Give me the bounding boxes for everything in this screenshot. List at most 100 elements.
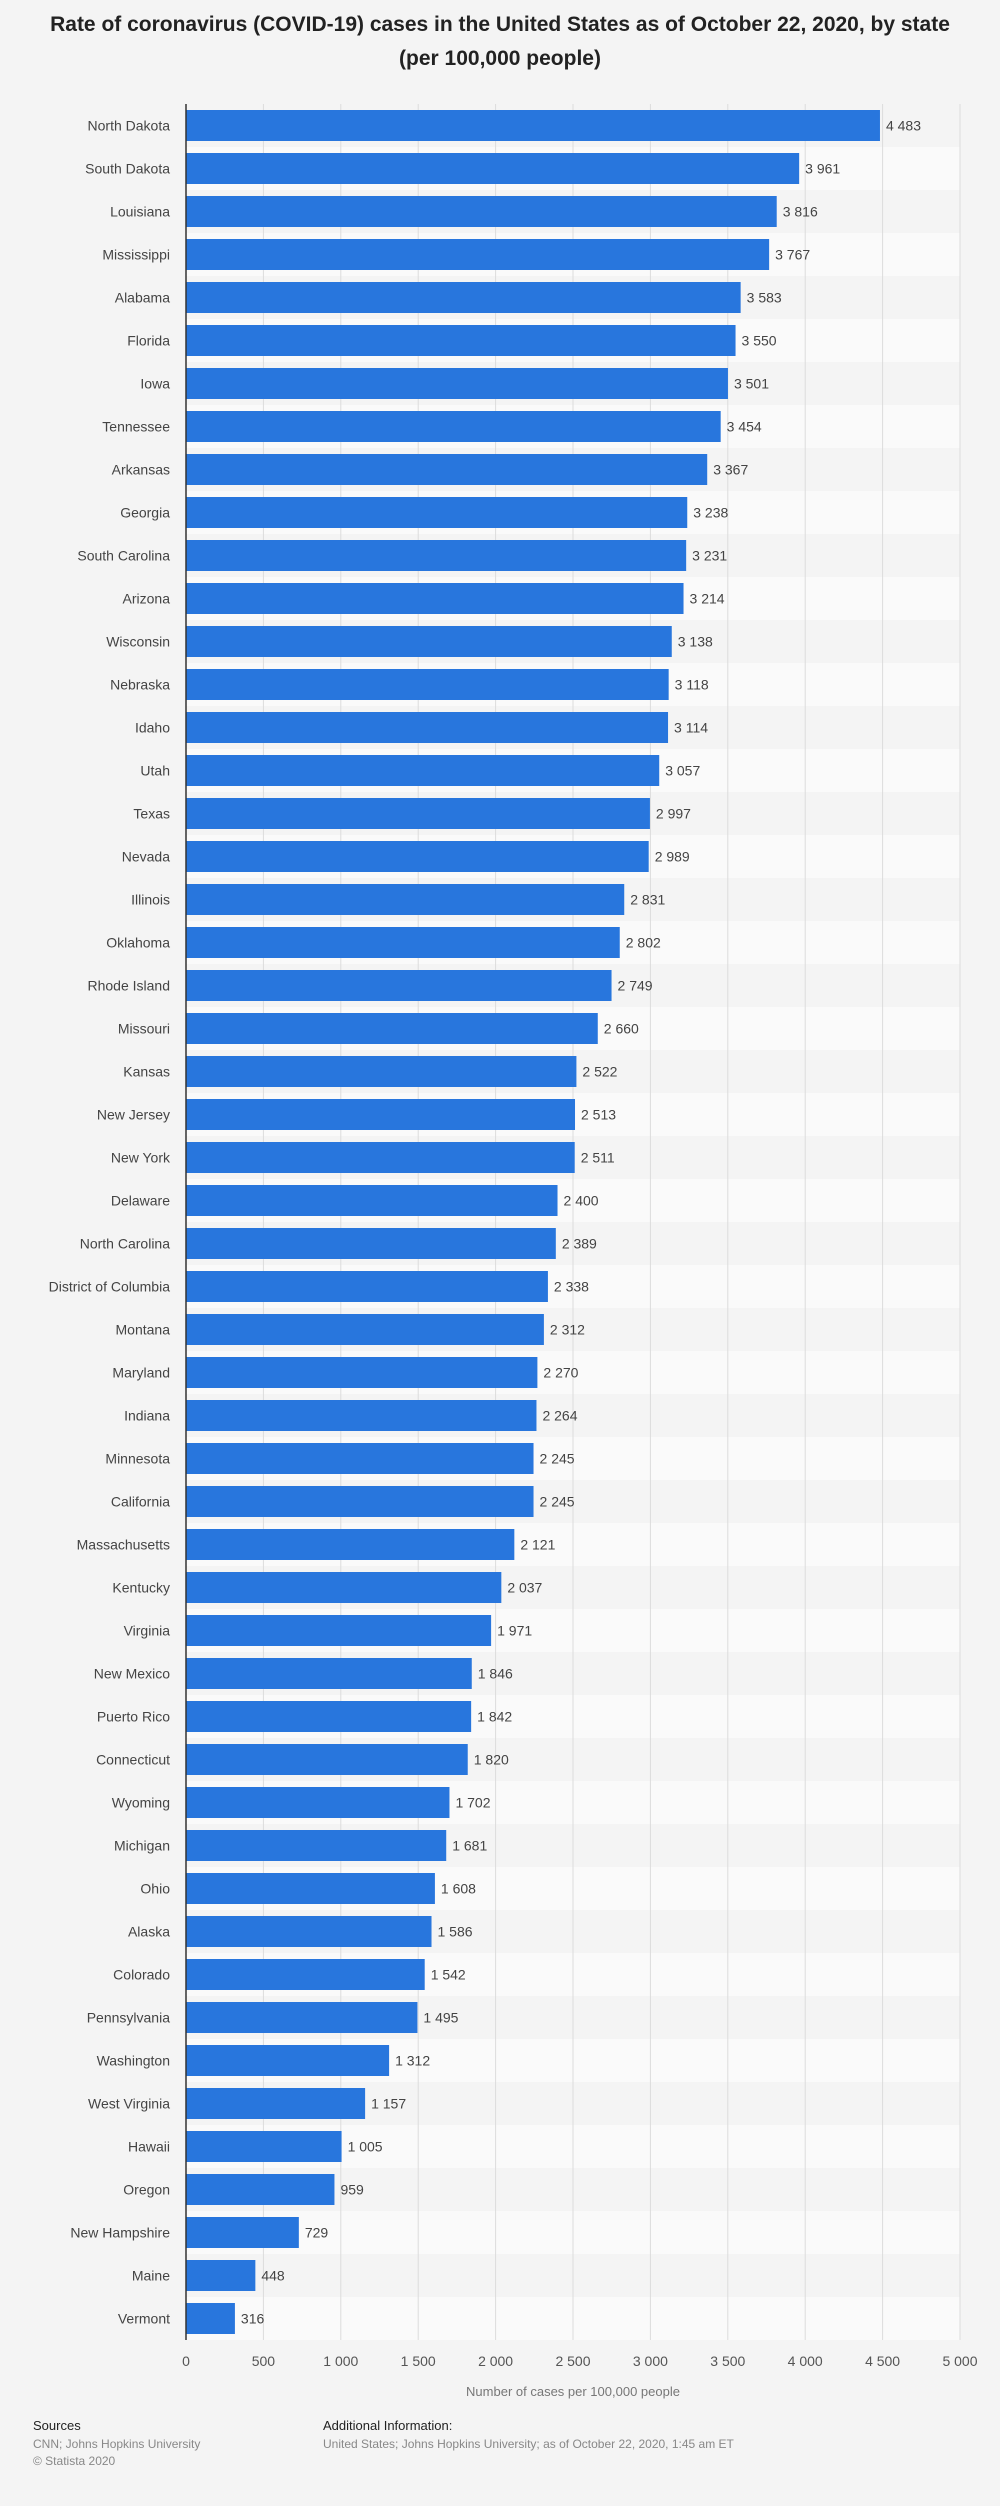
category-label: Ohio	[140, 1881, 170, 1897]
category-label: Michigan	[114, 1838, 170, 1854]
value-label: 2 989	[655, 849, 690, 865]
category-label: California	[111, 1494, 170, 1510]
x-tick-label: 3 000	[633, 2353, 668, 2369]
value-label: 1 681	[452, 1838, 487, 1854]
value-label: 1 157	[371, 2096, 406, 2112]
bar	[186, 282, 741, 313]
bar	[186, 1701, 472, 1732]
value-label: 2 121	[520, 1537, 555, 1553]
bar	[186, 325, 736, 356]
bar	[186, 2260, 256, 2291]
category-label: Texas	[133, 806, 170, 822]
bar	[186, 2217, 299, 2248]
bar	[186, 1013, 598, 1044]
category-label: Georgia	[120, 505, 170, 521]
category-label: Pennsylvania	[87, 2010, 170, 2026]
bar	[186, 196, 777, 227]
bar	[186, 1615, 492, 1646]
bar	[186, 1658, 472, 1689]
value-label: 1 842	[477, 1709, 512, 1725]
value-label: 1 542	[431, 1967, 466, 1983]
value-label: 448	[261, 2268, 285, 2284]
x-tick-label: 5 000	[942, 2353, 977, 2369]
bar	[186, 1400, 537, 1431]
value-label: 1 495	[423, 2010, 458, 2026]
category-label: Indiana	[124, 1408, 170, 1424]
category-label: Vermont	[118, 2311, 170, 2327]
category-label: Delaware	[111, 1193, 170, 1209]
bar	[186, 712, 669, 743]
category-label: Hawaii	[128, 2139, 170, 2155]
category-label: Oregon	[123, 2182, 170, 2198]
category-label: Louisiana	[110, 204, 170, 220]
bar	[186, 841, 649, 872]
bar	[186, 1744, 468, 1775]
category-labels: North Dakota South Dakota Louisiana Mississ…	[49, 118, 171, 2327]
category-label: Utah	[140, 763, 170, 779]
category-label: Alaska	[128, 1924, 170, 1940]
bar	[186, 2088, 366, 2119]
category-label: Maine	[132, 2268, 170, 2284]
category-label: Connecticut	[96, 1752, 170, 1768]
value-label: 1 846	[478, 1666, 513, 1682]
value-label: 1 312	[395, 2053, 430, 2069]
category-label: Illinois	[131, 892, 170, 908]
bar	[186, 1357, 538, 1388]
x-tick-label: 2 500	[555, 2353, 590, 2369]
bar	[186, 1142, 575, 1173]
value-label: 3 057	[665, 763, 700, 779]
sources-heading: Sources	[33, 2418, 81, 2433]
value-label: 959	[340, 2182, 364, 2198]
value-label: 2 513	[581, 1107, 616, 1123]
value-label: 1 820	[474, 1752, 509, 1768]
value-label: 2 270	[543, 1365, 578, 1381]
additional-info-heading: Additional Information:	[323, 2418, 453, 2433]
value-label: 3 231	[692, 548, 727, 564]
category-label: Minnesota	[105, 1451, 170, 1467]
x-axis-title: Number of cases per 100,000 people	[466, 2384, 680, 2399]
bar	[186, 1873, 435, 1904]
category-label: Kansas	[123, 1064, 170, 1080]
category-label: Puerto Rico	[97, 1709, 170, 1725]
bar	[186, 110, 880, 141]
bar	[186, 626, 672, 657]
x-tick-label: 4 500	[865, 2353, 900, 2369]
category-label: Kentucky	[112, 1580, 170, 1596]
category-label: Montana	[116, 1322, 171, 1338]
value-label: 316	[241, 2311, 265, 2327]
bar	[186, 1486, 534, 1517]
bar	[186, 368, 728, 399]
sources-text: CNN; Johns Hopkins University	[33, 2437, 201, 2451]
value-label: 3 583	[747, 290, 782, 306]
category-label: New Jersey	[97, 1107, 170, 1123]
value-label: 3 114	[674, 720, 708, 736]
bar	[186, 2131, 342, 2162]
category-label: Virginia	[124, 1623, 171, 1639]
category-label: Mississippi	[102, 247, 170, 263]
value-label: 1 005	[348, 2139, 383, 2155]
category-label: Wisconsin	[106, 634, 170, 650]
bar	[186, 1271, 548, 1302]
bar	[186, 153, 800, 184]
bar	[186, 454, 708, 485]
bar	[186, 1314, 544, 1345]
x-tick-labels: 0 500 1 000 1 500 2 000 2 500 3 000 3 500 4 000 4…	[182, 2353, 978, 2369]
value-label: 2 511	[581, 1150, 615, 1166]
category-label: Arkansas	[112, 462, 170, 478]
bar	[186, 239, 770, 270]
bar	[186, 411, 721, 442]
category-label: Washington	[97, 2053, 170, 2069]
category-label: Rhode Island	[87, 978, 170, 994]
category-label: Idaho	[135, 720, 170, 736]
value-label: 3 138	[678, 634, 713, 650]
copyright-text: © Statista 2020	[33, 2454, 116, 2468]
category-label: New Mexico	[94, 1666, 170, 1682]
value-label: 2 037	[507, 1580, 542, 1596]
category-label: Maryland	[112, 1365, 170, 1381]
x-tick-label: 3 500	[710, 2353, 745, 2369]
category-label: Nebraska	[110, 677, 170, 693]
x-tick-label: 1 000	[323, 2353, 358, 2369]
bar	[186, 1185, 558, 1216]
value-label: 2 749	[618, 978, 653, 994]
x-tick-label: 1 500	[401, 2353, 436, 2369]
